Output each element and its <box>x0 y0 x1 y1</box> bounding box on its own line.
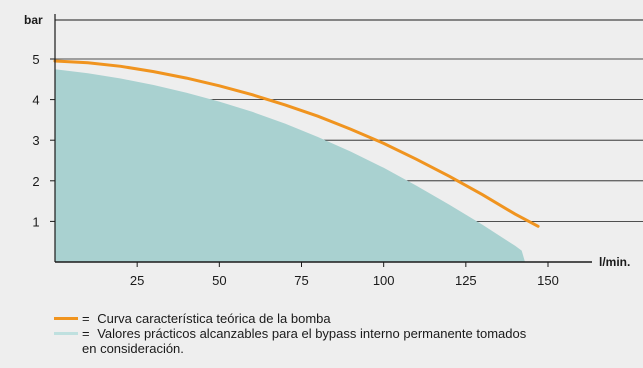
theoretical-curve <box>53 59 540 228</box>
axes <box>50 14 592 267</box>
x-tick-label-150: 150 <box>537 273 559 288</box>
legend-equals: = <box>82 311 90 326</box>
x-axis-title: l/min. <box>599 255 630 269</box>
y-tick-label-3: 3 <box>32 133 39 148</box>
x-tick-label-25: 25 <box>130 273 144 288</box>
legend-label-continuation: en consideración. <box>82 341 184 356</box>
x-tick-label-100: 100 <box>373 273 395 288</box>
legend-swatch-orange <box>54 317 78 320</box>
legend: = Curva característica teórica de la bom… <box>54 311 643 356</box>
legend-label: Valores prácticos alcanzables para el by… <box>97 326 527 341</box>
legend-swatch-teal <box>54 332 78 335</box>
legend-label: Curva característica teórica de la bomba <box>97 311 331 326</box>
y-tick-label-4: 4 <box>32 93 39 108</box>
area-practical <box>55 69 525 262</box>
x-tick-label-125: 125 <box>455 273 477 288</box>
y-axis-title: bar <box>24 13 43 27</box>
y-tick-label-1: 1 <box>32 214 39 229</box>
practical-values-area <box>55 69 525 262</box>
legend-equals: = <box>82 326 90 341</box>
x-tick-label-75: 75 <box>294 273 308 288</box>
legend-item-practical: = Valores prácticos alcanzables para el … <box>54 326 643 341</box>
y-tick-label-5: 5 <box>32 52 39 67</box>
tick-labels: 1 2 3 4 5 25 50 75 100 125 150 <box>32 52 558 288</box>
x-tick-label-50: 50 <box>212 273 226 288</box>
pump-curve-chart: 1 2 3 4 5 25 50 75 100 125 150 bar l/min. <box>24 13 643 288</box>
legend-item-theoretical: = Curva característica teórica de la bom… <box>54 311 643 326</box>
y-tick-label-2: 2 <box>32 174 39 189</box>
line-theoretical <box>53 59 540 228</box>
